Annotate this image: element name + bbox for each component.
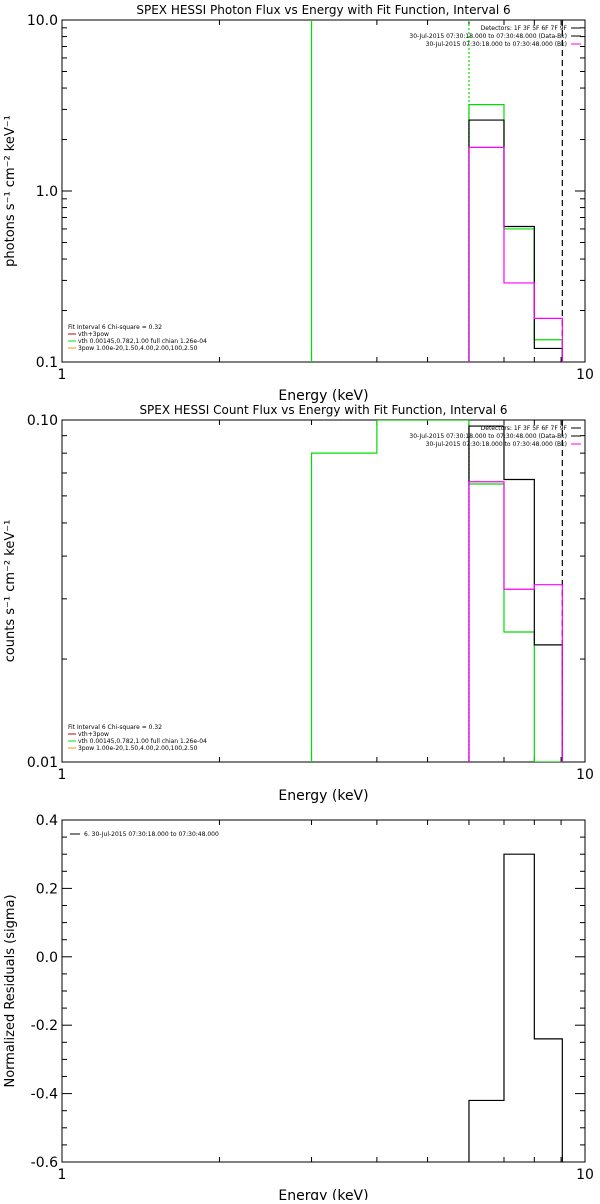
y-tick-label: 0.0 bbox=[36, 950, 58, 966]
y-tick-label: -0.6 bbox=[31, 1155, 58, 1171]
x-tick-label: 1 bbox=[58, 367, 67, 383]
x-axis-label: Energy (keV) bbox=[278, 788, 368, 804]
x-tick-label: 10 bbox=[576, 367, 594, 383]
legend-entry: Fit Interval 6 Chi-square = 0.32 bbox=[68, 724, 162, 731]
legend-entry: vth+3pow bbox=[78, 731, 109, 738]
legend-bottom-left: Fit Interval 6 Chi-square = 0.32vth+3pow… bbox=[68, 324, 207, 352]
x-tick-label: 1 bbox=[58, 1167, 67, 1183]
x-axis-label: Energy (keV) bbox=[278, 388, 368, 404]
legend-bottom-left: Fit Interval 6 Chi-square = 0.32vth+3pow… bbox=[68, 724, 207, 752]
y-tick-label: 0.4 bbox=[36, 813, 58, 829]
legend-entry: Fit Interval 6 Chi-square = 0.32 bbox=[68, 324, 162, 331]
chart-title: SPEX HESSI Count Flux vs Energy with Fit… bbox=[139, 403, 507, 417]
x-axis-label: Energy (keV) bbox=[278, 1188, 368, 1200]
plot-frame bbox=[61, 19, 586, 363]
legend-entry: Detectors: 1F 3F 5F 6F 7F 9F bbox=[481, 425, 568, 432]
y-tick-label: -0.2 bbox=[31, 1018, 58, 1034]
legend-entry: 30-Jul-2015 07:30:18.000 to 07:30:48.000… bbox=[409, 33, 567, 40]
y-tick-label: 10.0 bbox=[27, 13, 58, 29]
plot-frame bbox=[61, 819, 586, 1163]
y-axis-label: Normalized Residuals (sigma) bbox=[3, 894, 18, 1087]
x-tick-label: 10 bbox=[576, 1167, 594, 1183]
plot-area bbox=[310, 420, 563, 762]
legend-top-right: Detectors: 1F 3F 5F 6F 7F 9F30-Jul-2015 … bbox=[409, 25, 581, 48]
plot-area bbox=[468, 853, 563, 1162]
legend-entry: 3pow 1.00e-20,1.50,4.00,2.00,100,2.50 bbox=[78, 745, 198, 752]
series-line-3 bbox=[468, 119, 563, 362]
y-tick-label: 0.01 bbox=[27, 755, 58, 771]
legend-entry: 3pow 1.00e-20,1.50,4.00,2.00,100,2.50 bbox=[78, 345, 198, 352]
y-tick-label: 0.1 bbox=[36, 355, 58, 371]
legend-entry: vth 0.00145,0.782,1.00 full chian 1.26e-… bbox=[78, 738, 207, 745]
series-line-4 bbox=[468, 146, 563, 362]
y-tick-label: 1.0 bbox=[36, 184, 58, 200]
series-line-1 bbox=[468, 853, 563, 1162]
x-tick-label: 10 bbox=[576, 767, 594, 783]
legend-entry: 30-Jul-2015 07:30:18.000 to 07:30:48.000… bbox=[426, 41, 567, 48]
legend-entry: 30-Jul-2015 07:30:18.000 to 07:30:48.000… bbox=[409, 433, 567, 440]
y-axis-label: counts s⁻¹ cm⁻² keV⁻¹ bbox=[3, 520, 18, 663]
legend-top-right: Detectors: 1F 3F 5F 6F 7F 9F30-Jul-2015 … bbox=[409, 425, 581, 448]
x-tick-label: 1 bbox=[58, 767, 67, 783]
y-tick-label: 0.2 bbox=[36, 881, 58, 897]
chart-title: SPEX HESSI Photon Flux vs Energy with Fi… bbox=[136, 3, 510, 17]
legend-entry: 6. 30-Jul-2015 07:30:18.000 to 07:30:48.… bbox=[84, 831, 219, 838]
series-line-2 bbox=[468, 425, 563, 762]
series-line-2 bbox=[468, 104, 563, 362]
y-tick-label: 0.10 bbox=[27, 413, 58, 429]
legend-entry: Detectors: 1F 3F 5F 6F 7F 9F bbox=[481, 25, 568, 32]
series-line-1 bbox=[310, 420, 563, 762]
legend-entry: 30-Jul-2015 07:30:18.000 to 07:30:48.000… bbox=[426, 441, 567, 448]
legend-entry: vth 0.00145,0.782,1.00 full chian 1.26e-… bbox=[78, 338, 207, 345]
chart-panel-1: 1 10 Energy (keV) 0.1 1.0 10.0 photons s⁻¹ cm⁻… bbox=[3, 3, 594, 404]
legend-entry: vth+3pow bbox=[78, 331, 109, 338]
plot-area bbox=[310, 20, 563, 362]
chart-panel-2: 1 10 Energy (keV) 0.01 0.10 counts s⁻¹ cm⁻² k… bbox=[3, 403, 594, 804]
legend-top-left: 6. 30-Jul-2015 07:30:18.000 to 07:30:48.… bbox=[70, 831, 219, 838]
plot-frame bbox=[61, 419, 586, 763]
y-axis-label: photons s⁻¹ cm⁻² keV⁻¹ bbox=[3, 115, 18, 267]
series-line-3 bbox=[468, 481, 563, 762]
y-tick-label: -0.4 bbox=[31, 1087, 58, 1103]
chart-panel-3: 1 10 Energy (keV) 0.4 0.2 0.0 -0.2 -0.4 -0.6 Norm… bbox=[3, 813, 594, 1204]
